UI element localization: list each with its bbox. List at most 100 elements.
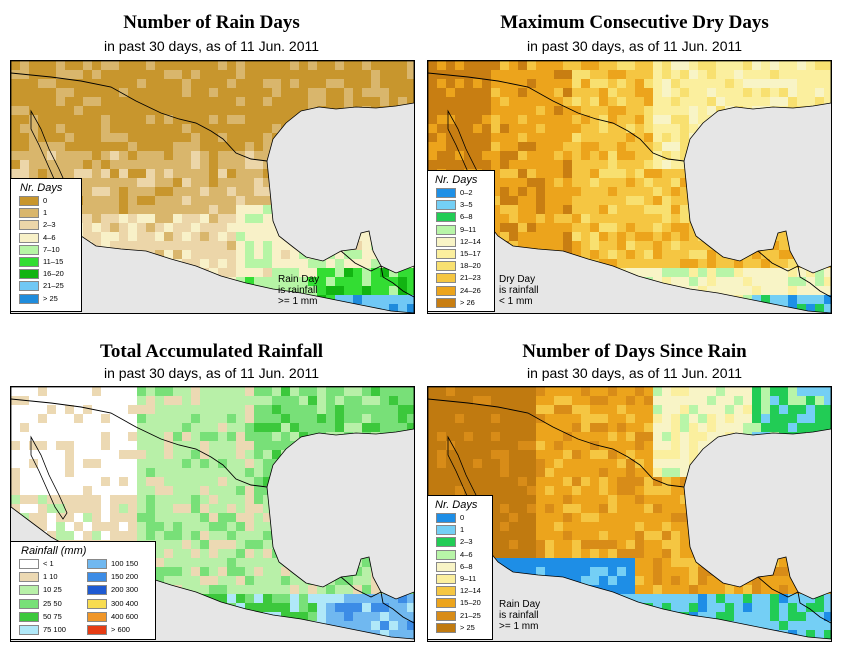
guatemala-border xyxy=(757,576,831,624)
legend-label: > 25 xyxy=(43,293,58,303)
legend-swatch xyxy=(436,513,456,523)
panel-title: Number of Days Since Rain xyxy=(522,341,747,362)
legend-swatch xyxy=(436,610,456,621)
legend-swatch xyxy=(19,559,39,569)
legend-swatch xyxy=(436,273,456,284)
legend-swatch xyxy=(19,232,39,243)
legend-title: Nr. Days xyxy=(20,182,63,194)
legend-swatch xyxy=(87,611,107,622)
legend-label: 25 50 xyxy=(43,598,62,608)
legend-label: > 600 xyxy=(111,625,130,634)
legend-swatch xyxy=(436,622,456,633)
legend-label: 24–26 xyxy=(460,285,481,295)
legend-label: 4–6 xyxy=(460,549,473,559)
legend-swatch xyxy=(19,196,39,206)
legend-swatch xyxy=(436,249,456,259)
panel-subtitle: in past 30 days, as of 11 Jun. 2011 xyxy=(526,365,743,381)
legend-title: Nr. Days xyxy=(435,499,478,511)
legend-swatch xyxy=(87,625,107,635)
map-canvas xyxy=(11,387,414,641)
note-line-1: Dry Day xyxy=(499,274,536,285)
legend-label: < 1 xyxy=(43,559,54,568)
note-line-3: < 1 mm xyxy=(499,296,533,307)
panel-subtitle: in past 30 days, as of 11 Jun. 2011 xyxy=(526,38,743,54)
legend-swatch xyxy=(87,585,107,596)
legend-label: 12–14 xyxy=(460,236,481,246)
legend-label: 21–25 xyxy=(460,610,481,620)
map xyxy=(427,386,832,642)
note-line-3: >= 1 mm xyxy=(499,621,539,632)
legend-swatch xyxy=(436,586,456,597)
map-canvas xyxy=(428,61,831,313)
legend-label: 21–23 xyxy=(460,273,481,283)
legend-label: 0 xyxy=(460,513,465,522)
legend-swatch xyxy=(87,572,107,583)
legend-swatch xyxy=(436,224,456,235)
legend-label: 0–2 xyxy=(460,188,473,197)
legend-label: 16–20 xyxy=(43,269,64,279)
legend-label: 300 400 xyxy=(111,598,139,608)
legend-swatch xyxy=(19,281,39,292)
legend-label: 18–20 xyxy=(460,261,481,271)
legend: Nr. Days 0 1 2–3 4–6 6–8 9–11 12–14 15–20 21–25 >… xyxy=(427,495,493,640)
note-line-1: Rain Day xyxy=(278,274,320,285)
legend-label: 21–25 xyxy=(43,281,64,291)
legend-label: 10 25 xyxy=(43,585,62,595)
legend-swatch xyxy=(436,261,456,272)
legend-label: 2–3 xyxy=(43,220,56,230)
legend-swatch xyxy=(87,559,107,569)
legend-swatch xyxy=(436,525,456,536)
legend-title: Rainfall (mm) xyxy=(21,545,87,557)
map-canvas xyxy=(428,387,831,641)
legend: Nr. Days 0 1 2–3 4–6 7–10 11–15 16–20 21–25 > 25 xyxy=(10,178,82,312)
legend-label: 1 xyxy=(460,525,465,535)
legend-label: 15–17 xyxy=(460,249,481,258)
legend-swatch xyxy=(19,572,39,583)
legend-swatch xyxy=(19,208,39,219)
legend-swatch xyxy=(19,244,39,255)
legend-swatch xyxy=(19,585,39,596)
panel-rain-days: Number of Rain Days in past 30 days, as … xyxy=(0,0,423,329)
legend-swatch xyxy=(436,236,456,247)
legend-label: 150 200 xyxy=(111,572,139,582)
coastline xyxy=(11,61,414,313)
us-mexico-border xyxy=(428,72,685,162)
legend-swatch xyxy=(87,598,107,609)
legend-label: 400 600 xyxy=(111,611,139,621)
panel-title: Number of Rain Days xyxy=(123,12,300,33)
baja-coastline xyxy=(30,435,68,520)
map xyxy=(10,386,415,642)
legend-swatch xyxy=(19,269,39,280)
legend-label: 9–11 xyxy=(460,224,477,234)
legend-swatch xyxy=(19,220,39,231)
legend-swatch xyxy=(436,537,456,548)
legend-swatch xyxy=(436,598,456,609)
coastline xyxy=(428,387,831,640)
panel-title: Total Accumulated Rainfall xyxy=(99,341,324,362)
legend-label: 4–6 xyxy=(43,232,56,242)
legend-swatch xyxy=(19,257,39,267)
map xyxy=(427,60,832,314)
legend-swatch xyxy=(19,611,39,622)
note-line-2: is rainfall xyxy=(278,285,318,296)
legend-label: 7–10 xyxy=(43,244,60,254)
legend-swatch xyxy=(436,561,456,572)
legend-swatch xyxy=(19,293,39,304)
legend-swatch xyxy=(19,625,39,635)
legend-label: 0 xyxy=(43,196,48,205)
legend-label: 200 300 xyxy=(111,585,139,595)
guatemala-border xyxy=(340,576,414,624)
legend-label: 9–11 xyxy=(460,574,477,583)
legend-title: Nr. Days xyxy=(435,174,478,186)
legend-label: 1 xyxy=(43,208,48,218)
legend: Rainfall (mm) < 1 1 10 10 25 25 50 50 75 75 1… xyxy=(10,541,156,640)
panel-title: Maximum Consecutive Dry Days xyxy=(500,12,769,33)
legend-label: 100 150 xyxy=(111,559,139,568)
legend-label: > 25 xyxy=(460,622,475,632)
legend-swatch xyxy=(436,549,456,560)
legend-swatch xyxy=(436,297,456,308)
us-mexico-border xyxy=(428,398,685,488)
legend-label: 15–20 xyxy=(460,598,481,608)
guatemala-border xyxy=(340,250,414,298)
legend-label: > 26 xyxy=(460,297,475,307)
